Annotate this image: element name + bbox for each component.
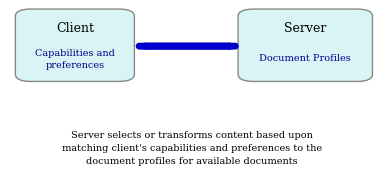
Text: Server: Server	[284, 22, 326, 35]
FancyBboxPatch shape	[15, 9, 134, 81]
Text: Client: Client	[56, 22, 94, 35]
Text: Server selects or transforms content based upon
matching client's capabilities a: Server selects or transforms content bas…	[62, 131, 322, 166]
Text: Document Profiles: Document Profiles	[260, 54, 351, 63]
FancyBboxPatch shape	[238, 9, 372, 81]
Text: Capabilities and
preferences: Capabilities and preferences	[35, 49, 115, 70]
